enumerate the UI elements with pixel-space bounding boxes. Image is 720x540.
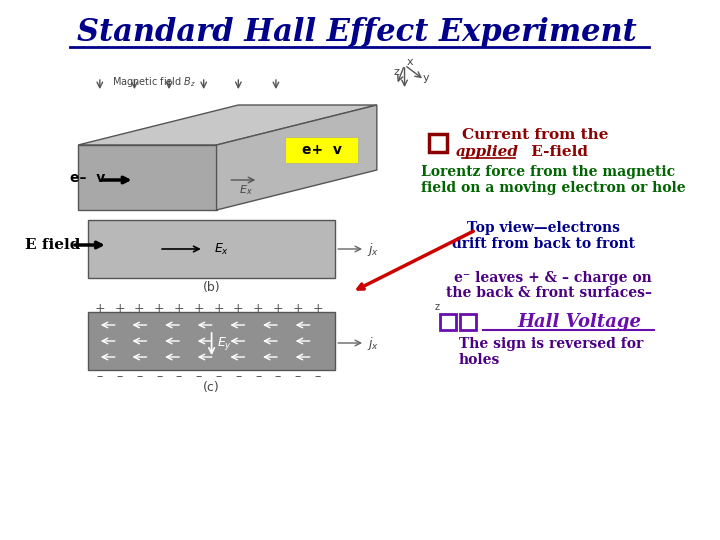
Text: +: + (94, 301, 105, 314)
Text: +: + (233, 301, 243, 314)
Text: (c): (c) (203, 381, 220, 394)
Bar (88, 220, 336, 278)
Text: –: – (96, 370, 103, 383)
Text: Magnetic field $B_z$: Magnetic field $B_z$ (112, 75, 197, 89)
Text: Lorentz force from the magnetic
field on a moving electron or hole: Lorentz force from the magnetic field on… (420, 165, 685, 195)
Text: y: y (423, 73, 430, 83)
Text: +: + (213, 301, 224, 314)
Text: –: – (156, 370, 162, 383)
Text: $j_x$: $j_x$ (367, 240, 379, 258)
Text: The sign is reversed for
holes: The sign is reversed for holes (459, 337, 643, 367)
Bar (429, 134, 447, 152)
Text: +: + (194, 301, 204, 314)
Polygon shape (217, 105, 377, 210)
Text: drift from back to front: drift from back to front (451, 237, 634, 251)
Text: z: z (394, 67, 400, 77)
Text: $E_y$: $E_y$ (217, 335, 232, 353)
Text: –: – (275, 370, 281, 383)
Text: Hall Voltage: Hall Voltage (518, 313, 642, 331)
Text: +: + (114, 301, 125, 314)
Text: Top view—electrons: Top view—electrons (467, 221, 620, 235)
Text: +: + (174, 301, 184, 314)
Text: –: – (136, 370, 143, 383)
Text: z: z (435, 302, 440, 312)
Text: e+  v: e+ v (302, 143, 341, 157)
Text: x: x (406, 57, 413, 67)
Text: –: – (315, 370, 320, 383)
Text: $E_x$: $E_x$ (214, 241, 229, 256)
Text: –: – (196, 370, 202, 383)
Text: E field: E field (24, 238, 80, 252)
Text: e⁻ leaves + & – charge on: e⁻ leaves + & – charge on (454, 271, 652, 285)
Text: –: – (215, 370, 222, 383)
Text: +: + (134, 301, 145, 314)
Text: +: + (273, 301, 283, 314)
Text: E-field: E-field (526, 145, 588, 159)
Bar (440, 314, 456, 330)
FancyBboxPatch shape (285, 137, 358, 163)
Text: +: + (312, 301, 323, 314)
Text: (b): (b) (203, 281, 220, 294)
Text: –: – (235, 370, 241, 383)
Text: e–  v: e– v (71, 171, 106, 185)
Bar (88, 312, 336, 370)
Polygon shape (78, 145, 217, 210)
Text: the back & front surfaces–: the back & front surfaces– (446, 286, 652, 300)
Text: Standard Hall Effect Experiment: Standard Hall Effect Experiment (77, 17, 637, 48)
Text: $j_x$: $j_x$ (367, 334, 379, 352)
Text: +: + (292, 301, 303, 314)
Text: –: – (117, 370, 122, 383)
Text: Current from the: Current from the (462, 128, 608, 142)
Text: +: + (253, 301, 264, 314)
Text: –: – (176, 370, 182, 383)
Text: applied: applied (456, 145, 519, 159)
Text: –: – (294, 370, 301, 383)
Polygon shape (78, 105, 377, 145)
Text: $E_x$: $E_x$ (240, 183, 253, 197)
Bar (460, 314, 476, 330)
Text: –: – (255, 370, 261, 383)
Text: +: + (154, 301, 164, 314)
